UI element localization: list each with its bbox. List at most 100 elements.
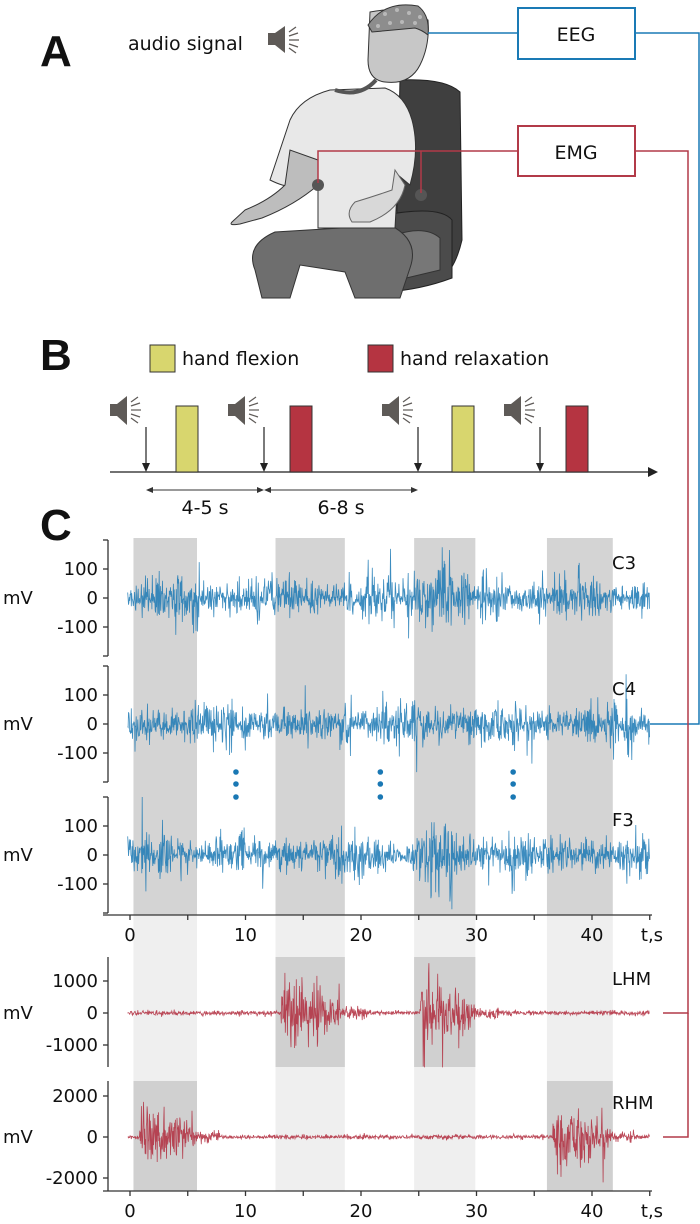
channel-label: LHM — [612, 969, 651, 990]
y-tick-label: 0 — [87, 714, 98, 735]
y-tick-label: 0 — [87, 1003, 98, 1024]
legend-swatch-flexion — [149, 344, 176, 373]
continuation-dots — [233, 769, 239, 800]
x-tick-label: 0 — [124, 1201, 135, 1222]
signal-trace-c3 — [127, 547, 650, 639]
timeline-arrowhead — [648, 467, 658, 477]
emg-electrode-right — [415, 189, 427, 201]
eeg-wire — [635, 32, 700, 725]
emg-wire-rhm — [663, 1013, 689, 1138]
y-tick-label: 100 — [64, 816, 98, 837]
x-tick-label: 30 — [465, 1201, 488, 1222]
channel-label: C4 — [612, 679, 636, 700]
panel-b: B hand flexion hand relaxation 4-5 s 6-8 … — [40, 331, 658, 519]
y-tick-label: 100 — [64, 559, 98, 580]
speaker-icon — [228, 396, 259, 425]
x-tick-label: 10 — [234, 925, 257, 946]
legend-swatch-relaxation — [367, 344, 394, 373]
y-tick-label: -100 — [57, 874, 98, 895]
channel-lhm: 1000 0 -1000 mV LHM — [3, 957, 651, 1068]
x-tick-label: 30 — [465, 925, 488, 946]
interval-label: 4-5 s — [182, 497, 229, 519]
y-axis-label: mV — [3, 1003, 34, 1024]
eeg-x-axis: 0 10 20 30 40 t,s — [103, 914, 663, 946]
interval-arrowhead-right — [411, 487, 418, 493]
y-tick-label: -100 — [57, 617, 98, 638]
emg-wire-lhm — [635, 150, 689, 1014]
cue-arrowhead — [260, 463, 268, 472]
legend-label-flexion: hand flexion — [182, 348, 299, 370]
dot — [233, 769, 239, 775]
signal-trace-rhm — [127, 1101, 650, 1183]
panel-letter-a: A — [40, 27, 72, 76]
interval-arrowhead-right — [257, 487, 264, 493]
speaker-icon — [110, 396, 141, 425]
x-tick-label: 10 — [234, 1201, 257, 1222]
dot — [510, 794, 516, 800]
dot — [233, 794, 239, 800]
legend-label-relaxation: hand relaxation — [400, 348, 549, 370]
channel-c4: 100 0 -100 mV C4 — [3, 665, 650, 783]
emg-x-axis: 0 10 20 30 40 t,s — [103, 1190, 663, 1222]
dot — [510, 781, 516, 787]
x-tick-label: 40 — [581, 925, 604, 946]
y-tick-label: 2000 — [52, 1086, 98, 1107]
cue-arrowhead — [142, 463, 150, 472]
x-tick-label: 0 — [124, 925, 135, 946]
panel-a: A audio signal — [40, 4, 700, 1138]
emg-electrode-left — [312, 179, 324, 191]
y-tick-label: 0 — [87, 588, 98, 609]
y-tick-label: 1000 — [52, 971, 98, 992]
interval-arrowhead-left — [264, 487, 271, 493]
dot — [377, 781, 384, 787]
dot — [510, 769, 516, 775]
y-axis-label: mV — [3, 714, 34, 735]
x-tick-label: 40 — [581, 1201, 604, 1222]
dot — [377, 794, 384, 800]
dot — [233, 781, 239, 787]
signal-trace-lhm — [127, 963, 650, 1068]
x-axis-label: t,s — [641, 925, 663, 946]
y-tick-label: 100 — [64, 685, 98, 706]
cue-arrowhead — [414, 463, 422, 472]
speaker-icon — [268, 26, 299, 54]
y-axis-label: mV — [3, 588, 34, 609]
channel-rhm: 2000 0 -2000 mV RHM — [3, 1081, 654, 1191]
y-tick-label: -100 — [57, 743, 98, 764]
y-axis-label: mV — [3, 1127, 34, 1148]
flexion-block — [451, 405, 475, 473]
speaker-icon — [382, 396, 413, 425]
eeg-box — [517, 7, 636, 60]
dot — [377, 769, 384, 775]
channel-label: RHM — [612, 1093, 654, 1114]
eeg-box-label: EEG — [557, 24, 596, 46]
x-tick-label: 20 — [350, 1201, 373, 1222]
panel-letter-b: B — [40, 331, 72, 380]
flexion-block — [175, 405, 199, 473]
panel-letter-c: C — [40, 501, 72, 550]
panel-c: C 1000-100mVC31000-100mVC41000-100mVF310… — [3, 501, 663, 1222]
signal-trace-c4 — [127, 674, 650, 773]
speaker-icon — [504, 396, 535, 425]
channel-label: F3 — [612, 810, 634, 831]
y-axis-label: mV — [3, 845, 34, 866]
emg-box — [517, 125, 636, 177]
relaxation-block — [289, 405, 313, 473]
y-tick-label: 0 — [87, 1127, 98, 1148]
continuation-dots — [377, 769, 384, 800]
channel-label: C3 — [612, 553, 636, 574]
eeg-recording: EEG — [428, 7, 700, 725]
x-tick-label: 20 — [350, 925, 373, 946]
audio-signal-label: audio signal — [128, 33, 243, 55]
interval-arrowhead-left — [146, 487, 153, 493]
y-tick-label: -1000 — [46, 1035, 98, 1056]
channel-c3: 100 0 -100 mV C3 — [3, 539, 650, 657]
continuation-dots — [510, 769, 516, 800]
participant-illustration — [230, 4, 463, 299]
emg-box-label: EMG — [554, 142, 597, 164]
y-tick-label: -2000 — [46, 1168, 98, 1189]
relaxation-block — [565, 405, 589, 473]
signal-trace-f3 — [127, 796, 650, 910]
interval-label: 6-8 s — [318, 497, 365, 519]
